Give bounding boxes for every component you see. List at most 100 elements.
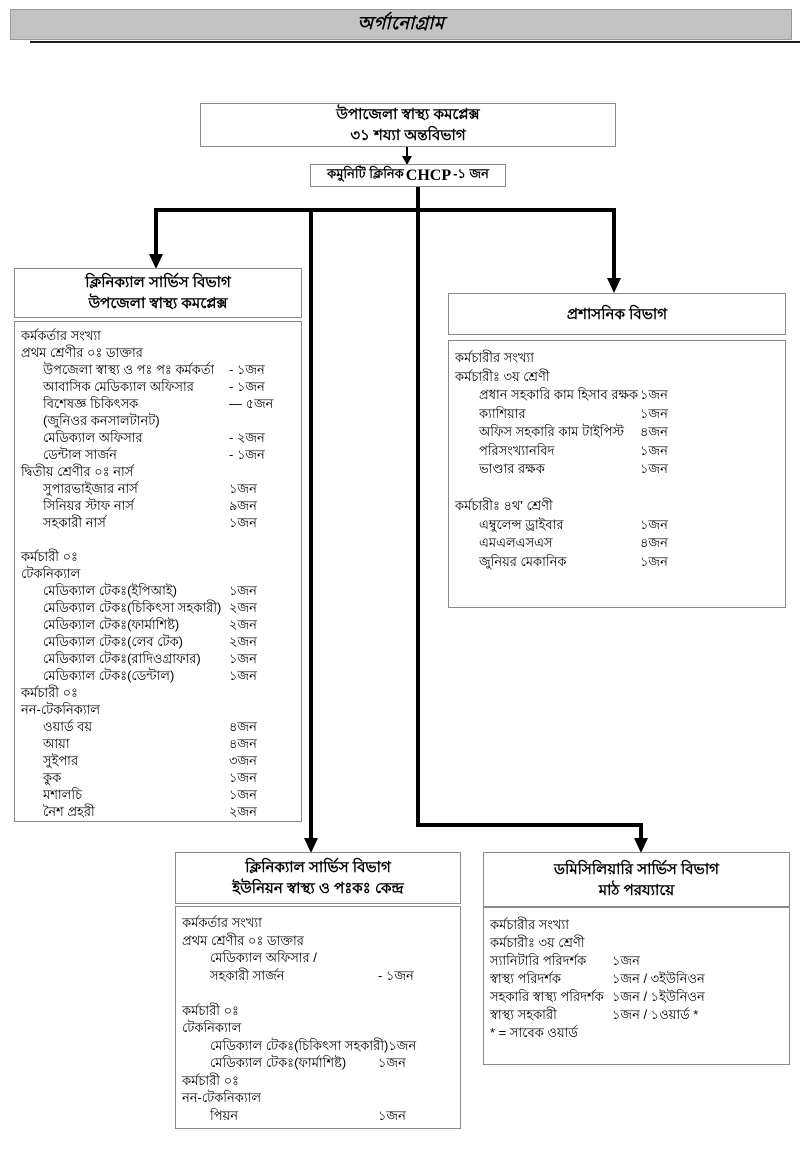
- staff-count: ২জন: [229, 804, 257, 819]
- connector-union-drop: [309, 208, 313, 838]
- connector-root-chcp: [406, 147, 408, 157]
- staff-row: নৈশ প্রহরী ২জন: [15, 803, 301, 820]
- staff-count: ১জন / ১ইউনিওন: [612, 989, 705, 1004]
- staff-label: ডেন্টাল সার্জন: [43, 447, 117, 462]
- staff-row: মেডিক্যাল টেকঃ(চিকিৎসা সহকারী) ২জন: [15, 599, 301, 616]
- staff-label: কুক: [43, 770, 62, 785]
- node-community-clinic-chcp: কমুনিটি ক্লিনিক CHCP -১ জন: [310, 164, 506, 187]
- connector-bus: [154, 208, 616, 212]
- staff-label: মেডিক্যাল টেকঃ(ফার্মাশিষ্ট): [43, 617, 180, 632]
- header-clinical-services-upazila: ক্লিনিক্যাল সার্ভিস বিভাগ উপজেলা স্বাস্থ…: [14, 268, 302, 318]
- staff-row: কর্মচারী ০ঃ: [176, 1002, 460, 1020]
- connector-domiciliary-elbow: [416, 823, 643, 827]
- staff-list-domiciliary: কর্মচারীর সংখ্যা কর্মচারীঃ ৩য় শ্রেণী স্যা…: [483, 907, 790, 1065]
- staff-row: [176, 984, 460, 1002]
- title-bar: অর্গানোগ্রাম: [10, 9, 792, 40]
- staff-label: সিনিয়র স্টাফ নার্স: [43, 498, 135, 513]
- connector-admin-drop: [612, 208, 616, 278]
- staff-label: কর্মচারীর সংখ্যা: [455, 350, 534, 365]
- header-administrative-division: প্রশাসনিক বিভাগ: [448, 293, 786, 335]
- staff-label: মেডিক্যাল টেকঃ(ডেন্টাল): [43, 668, 175, 683]
- staff-label: কর্মচারী ০ঃ: [21, 685, 78, 700]
- staff-count: ১জন: [612, 953, 640, 968]
- staff-row: কুক ১জন: [15, 769, 301, 786]
- staff-row: কর্মচারী ০ঃ: [176, 1072, 460, 1090]
- staff-count: ৩জন: [229, 753, 257, 768]
- staff-label: মেডিক্যাল টেকঃ(রাদিওগ্রাফার): [43, 651, 201, 666]
- staff-label: ক্যাশিয়ার: [479, 405, 526, 421]
- staff-row: মেডিক্যাল টেকঃ(ফার্মাশিষ্ট) ১জন: [176, 1054, 460, 1072]
- staff-row: মেডিক্যাল টেকঃ(রাদিওগ্রাফার) ১জন: [15, 650, 301, 667]
- staff-row: মেডিক্যাল টেকঃ(ডেন্টাল) ১জন: [15, 667, 301, 684]
- header-domiciliary-services: ডমিসিলিয়ারি সার্ভিস বিভাগ মাঠ পরয্যায়ে: [483, 852, 790, 907]
- staff-row: কর্মচারীর সংখ্যা: [484, 916, 789, 934]
- staff-label: কর্মচারী ০ঃ: [182, 1072, 239, 1088]
- header-line: ইউনিয়ন স্বাস্থ্য ও পঃকঃ কেন্দ্র: [232, 880, 404, 897]
- staff-label: টেকনিক্যাল: [21, 566, 81, 581]
- staff-label: স্বাস্থ্য পরিদর্শক: [490, 971, 561, 986]
- staff-count: ৪জন: [229, 736, 257, 751]
- staff-label: এমএলএসএস: [479, 535, 553, 550]
- staff-row: কর্মকর্তার সংখ্যা: [15, 327, 301, 344]
- staff-row: মেডিক্যাল টেকঃ(লেব টেক) ২জন: [15, 633, 301, 650]
- staff-row: উপজেলা স্বাস্থ্য ও পঃ পঃ কর্মকর্তা - ১জন: [15, 361, 301, 378]
- staff-row: ক্যাশিয়ার ১জন: [449, 405, 785, 424]
- staff-label: কর্মচারী ০ঃ: [182, 1002, 239, 1018]
- arrowhead-admin-branch: [607, 278, 621, 293]
- header-line: উপজেলা স্বাস্থ্য কমপ্লেক্স: [88, 295, 228, 312]
- staff-row: * = সাবেক ওয়ার্ড: [484, 1024, 789, 1042]
- staff-label: প্রধান সহকারি কাম হিসাব রক্ষক: [479, 387, 639, 402]
- staff-list-administrative: কর্মচারীর সংখ্যা কর্মচারীঃ ৩য় শ্রেণী প্রধ…: [448, 340, 786, 608]
- staff-label: দ্বিতীয় শ্রেণীর ০ঃ নার্স: [21, 464, 134, 479]
- staff-row: কর্মচারীঃ ৩য় শ্রেণী: [484, 934, 789, 952]
- staff-row: বিশেষজ্ঞ চিকিৎসক — ৫জন: [15, 395, 301, 412]
- staff-row: দ্বিতীয় শ্রেণীর ০ঃ নার্স: [15, 463, 301, 480]
- staff-label: স্বাস্থ্য সহকারী: [490, 1007, 557, 1022]
- staff-row: কর্মচারী ০ঃ: [15, 548, 301, 565]
- staff-row: মেডিক্যাল অফিসার /: [176, 949, 460, 967]
- staff-row: মশালচি ১জন: [15, 786, 301, 803]
- staff-row: মেডিক্যাল টেকঃ(ফার্মাশিষ্ট) ২জন: [15, 616, 301, 633]
- staff-label: সুপারভাইজার নার্স: [43, 481, 138, 496]
- staff-row: সিনিয়র স্টাফ নার্স ৯জন: [15, 497, 301, 514]
- staff-label: মেডিক্যাল টেকঃ(চিকিৎসা সহকারী): [43, 600, 222, 615]
- staff-count: - ২জন: [229, 430, 265, 445]
- staff-label: কর্মচারীঃ ৩য় শ্রেণী: [490, 935, 585, 950]
- staff-count: — ৫জন: [229, 396, 274, 411]
- staff-label: স্যানিটারি পরিদর্শক: [490, 953, 587, 968]
- connector-domiciliary-drop: [416, 211, 420, 827]
- staff-label: আবাসিক মেডিক্যাল অফিসার: [43, 379, 194, 394]
- staff-label: মেডিক্যাল অফিসার: [43, 430, 143, 445]
- staff-row: জুনিয়র মেকানিক ১জন: [449, 553, 785, 572]
- staff-count: ১জন: [229, 515, 257, 530]
- staff-row: কর্মচারীর সংখ্যা: [449, 349, 785, 368]
- staff-row: এম্বুলেন্স ড্রাইবার ১জন: [449, 516, 785, 535]
- staff-label: কর্মচারীঃ ৩য় শ্রেণী: [455, 368, 550, 384]
- staff-count: ১জন: [640, 553, 668, 569]
- arrowhead-left-branch: [149, 254, 163, 269]
- arrowhead-union-branch: [304, 838, 318, 853]
- staff-count: ৪জন: [640, 424, 668, 439]
- staff-label: কর্মকর্তার সংখ্যা: [182, 915, 262, 930]
- staff-label: মেডিক্যাল টেকঃ(লেব টেক): [43, 634, 184, 649]
- staff-count: - ১জন: [229, 362, 265, 377]
- staff-count: ২জন: [229, 634, 257, 649]
- staff-row: সহকারী সার্জন - ১জন: [176, 967, 460, 985]
- staff-row: কর্মচারী ০ঃ: [15, 684, 301, 701]
- staff-count: - ১জন: [229, 447, 265, 462]
- staff-row: আবাসিক মেডিক্যাল অফিসার - ১জন: [15, 378, 301, 395]
- staff-label: টেকনিক্যাল: [182, 1020, 242, 1035]
- staff-row: স্বাস্থ্য সহকারী ১জন / ১ওয়ার্ড *: [484, 1006, 789, 1024]
- staff-count: ১জন: [640, 516, 668, 532]
- staff-row: ডেন্টাল সার্জন - ১জন: [15, 446, 301, 463]
- chcp-prefix: কমুনিটি ক্লিনিক: [327, 166, 404, 181]
- staff-label: জুনিয়র মেকানিক: [479, 553, 567, 569]
- staff-label: ভাণ্ডার রক্ষক: [479, 461, 545, 476]
- staff-label: এম্বুলেন্স ড্রাইবার: [479, 516, 564, 532]
- staff-count: ১জন: [378, 1107, 406, 1123]
- header-line: ক্লিনিক্যাল সার্ভিস বিভাগ: [245, 859, 391, 876]
- staff-row: স্যানিটারি পরিদর্শক ১জন: [484, 952, 789, 970]
- connector-chcp-stem: [416, 187, 420, 211]
- staff-row: নন-টেকনিক্যাল: [176, 1089, 460, 1107]
- staff-list-clinical-union: কর্মকর্তার সংখ্যা প্রথম শ্রেণীর ০ঃ ডাক্তা…: [175, 906, 461, 1129]
